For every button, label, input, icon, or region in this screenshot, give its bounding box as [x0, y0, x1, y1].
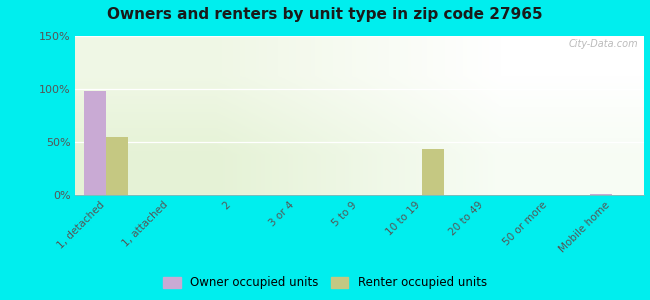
- Bar: [422, 149, 445, 195]
- Text: City-Data.com: City-Data.com: [568, 39, 638, 49]
- Bar: [84, 91, 107, 195]
- Bar: [590, 194, 612, 195]
- Text: Owners and renters by unit type in zip code 27965: Owners and renters by unit type in zip c…: [107, 8, 543, 22]
- Legend: Owner occupied units, Renter occupied units: Owner occupied units, Renter occupied un…: [159, 272, 491, 294]
- Bar: [107, 137, 129, 195]
